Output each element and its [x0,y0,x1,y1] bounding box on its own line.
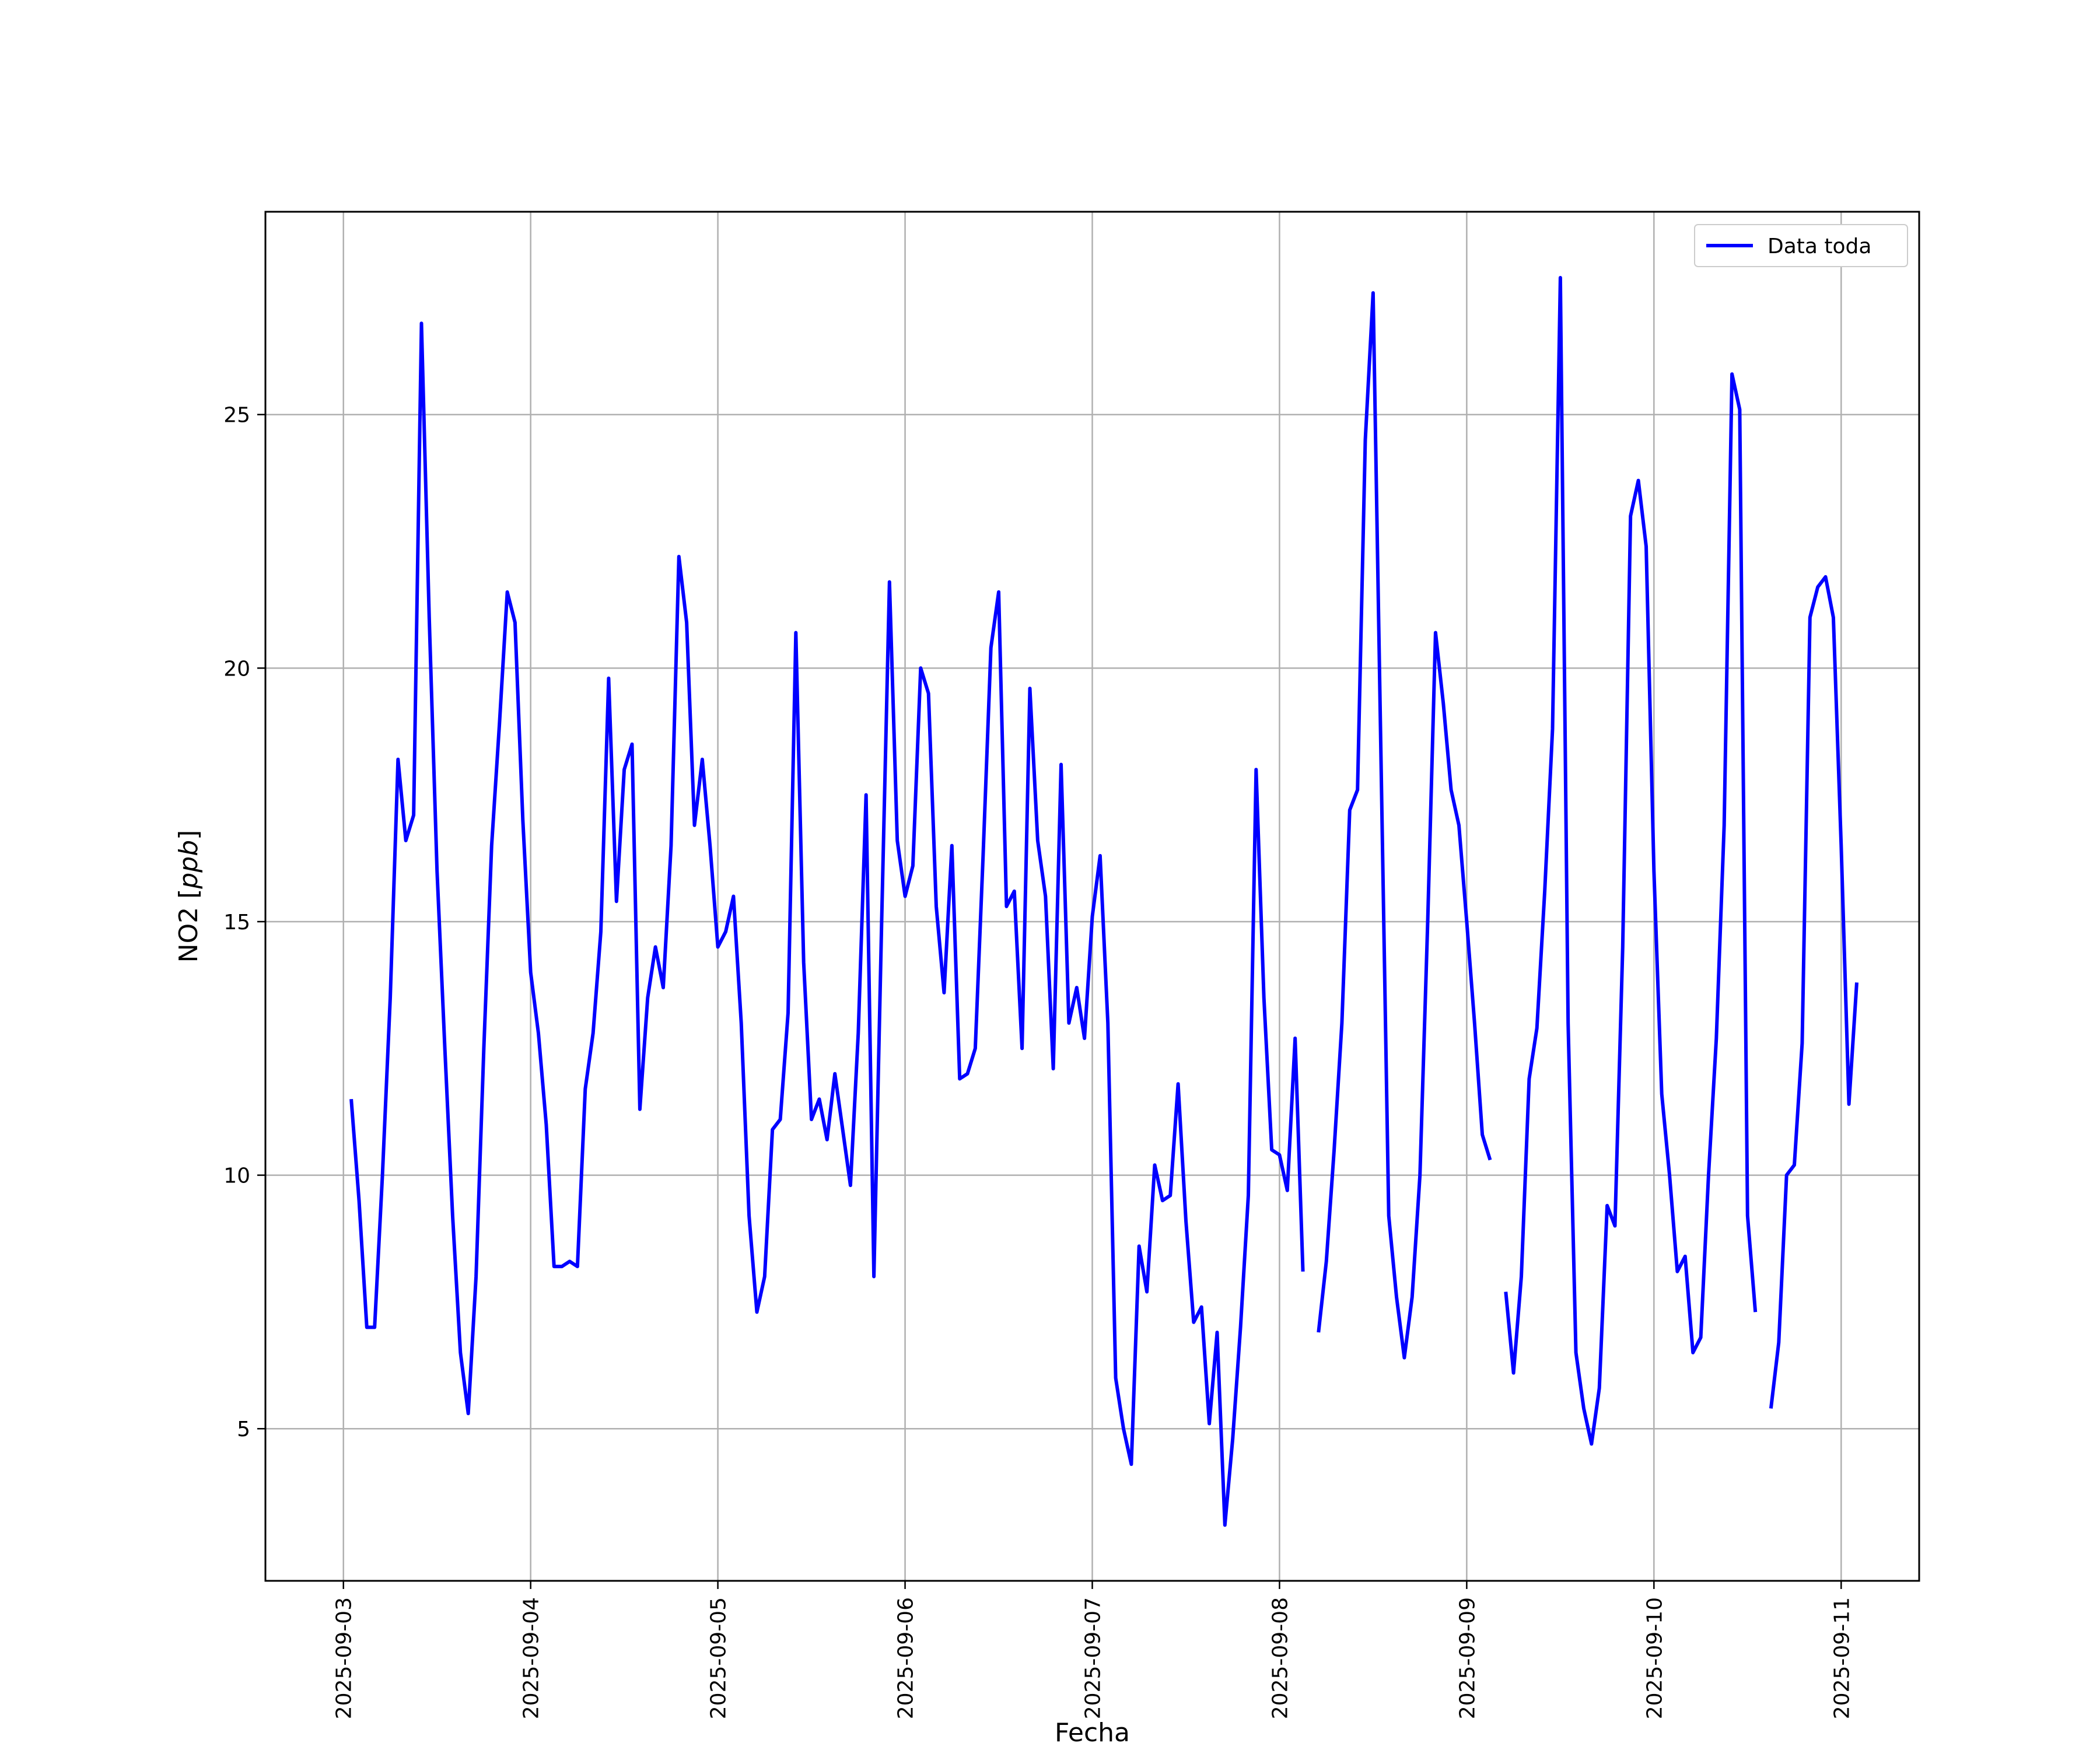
x-tick-label: 2025-09-11 [1830,1597,1854,1719]
x-tick-label: 2025-09-08 [1268,1597,1292,1719]
x-tick-label: 2025-09-04 [520,1597,544,1719]
series-line-segment [349,321,1305,1527]
y-tick-label: 10 [223,1164,250,1188]
series-line-segment [1504,276,1758,1446]
y-axis-label-unit: ppb [174,840,204,890]
y-tick-label: 25 [223,404,250,428]
y-axis-label-close: ] [174,830,204,840]
x-tick-label: 2025-09-09 [1455,1597,1479,1719]
legend: Data toda [1694,224,1908,267]
y-axis: 5 10 15 20 25 [223,404,265,1441]
y-tick-label: 20 [223,657,250,681]
x-axis: 2025-09-03 2025-09-04 2025-09-05 2025-09-06… [332,1581,1854,1719]
series-layer [349,276,1859,1527]
grid [265,212,1919,1581]
y-tick-label: 15 [223,911,250,935]
x-tick-label: 2025-09-10 [1643,1597,1667,1719]
x-tick-label: 2025-09-05 [707,1597,731,1719]
series-line-segment [1317,291,1492,1360]
legend-entry-data-toda: Data toda [1768,235,1871,258]
x-axis-label: Fecha [1055,1718,1130,1748]
y-axis-label: NO2 [ppb] [174,830,204,963]
y-tick-label: 5 [237,1418,250,1441]
x-tick-label: 2025-09-03 [332,1597,356,1719]
legend-box [1694,224,1908,267]
series-line-segment [1769,575,1859,1409]
x-tick-label: 2025-09-06 [894,1597,918,1719]
y-axis-label-text: NO2 [ [174,889,204,963]
x-tick-label: 2025-09-07 [1082,1597,1105,1719]
